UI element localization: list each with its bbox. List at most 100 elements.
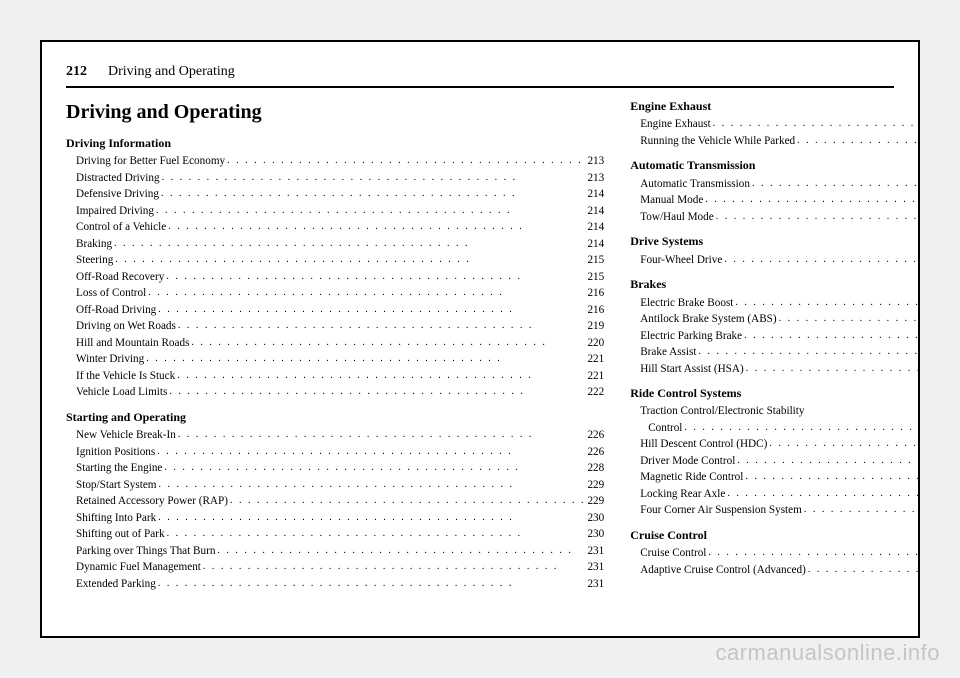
toc-entry: Extended Parking . . . . . . . . . . . .… <box>66 576 604 593</box>
chapter-title: Driving and Operating <box>66 98 604 127</box>
toc-dot-leader: . . . . . . . . . . . . . . . . . . . . … <box>705 193 920 208</box>
toc-section-head: Ride Control Systems <box>630 385 920 402</box>
toc-entry-page: 213 <box>587 170 604 186</box>
toc-entry-label: Tow/Haul Mode <box>640 209 713 225</box>
toc-dot-leader: . . . . . . . . . . . . . . . . . . . . … <box>713 117 920 132</box>
toc-entry-label: Vehicle Load Limits <box>76 384 167 400</box>
toc-entry-label: Shifting Into Park <box>76 510 156 526</box>
toc-entry: Control . . . . . . . . . . . . . . . . … <box>630 420 920 437</box>
toc-entry-page: 214 <box>587 236 604 252</box>
toc-entry-label: Starting the Engine <box>76 460 162 476</box>
toc-entry: Loss of Control . . . . . . . . . . . . … <box>66 285 604 302</box>
toc-entry: Impaired Driving . . . . . . . . . . . .… <box>66 203 604 220</box>
toc-entry-page: 214 <box>587 219 604 235</box>
toc-dot-leader: . . . . . . . . . . . . . . . . . . . . … <box>158 303 585 318</box>
toc-dot-leader: . . . . . . . . . . . . . . . . . . . . … <box>684 421 920 436</box>
toc-entry: Manual Mode . . . . . . . . . . . . . . … <box>630 192 920 209</box>
toc-entry-page: 231 <box>587 576 604 592</box>
toc-dot-leader: . . . . . . . . . . . . . . . . . . . . … <box>217 544 585 559</box>
toc-entry: Cruise Control . . . . . . . . . . . . .… <box>630 545 920 562</box>
toc-dot-leader: . . . . . . . . . . . . . . . . . . . . … <box>162 171 586 186</box>
toc-section-head: Cruise Control <box>630 527 920 544</box>
toc-entry-label: Hill Start Assist (HSA) <box>640 361 744 377</box>
toc-dot-leader: . . . . . . . . . . . . . . . . . . . . … <box>203 560 586 575</box>
toc-entry-page: 226 <box>587 444 604 460</box>
toc-dot-leader: . . . . . . . . . . . . . . . . . . . . … <box>146 352 585 367</box>
toc-entry: Dynamic Fuel Management . . . . . . . . … <box>66 559 604 576</box>
toc-dot-leader: . . . . . . . . . . . . . . . . . . . . … <box>114 237 585 252</box>
page-number: 212 <box>66 64 87 79</box>
toc-entry-label: Distracted Driving <box>76 170 160 186</box>
toc-section-head: Starting and Operating <box>66 409 604 426</box>
toc-dot-leader: . . . . . . . . . . . . . . . . . . . . … <box>177 369 585 384</box>
toc-dot-leader: . . . . . . . . . . . . . . . . . . . . … <box>148 286 585 301</box>
toc-entry-page: 230 <box>587 526 604 542</box>
toc-entry-page: 221 <box>587 368 604 384</box>
toc-dot-leader: . . . . . . . . . . . . . . . . . . . . … <box>161 187 585 202</box>
toc-entry-page: 228 <box>587 460 604 476</box>
toc-dot-leader: . . . . . . . . . . . . . . . . . . . . … <box>167 527 586 542</box>
toc-entry-label: Retained Accessory Power (RAP) <box>76 493 228 509</box>
toc-entry: Driving on Wet Roads . . . . . . . . . .… <box>66 318 604 335</box>
toc-entry-page: 215 <box>587 252 604 268</box>
toc-section-head: Brakes <box>630 276 920 293</box>
toc-entry: Stop/Start System . . . . . . . . . . . … <box>66 477 604 494</box>
toc-dot-leader: . . . . . . . . . . . . . . . . . . . . … <box>158 511 585 526</box>
toc-section-head: Driving Information <box>66 135 604 152</box>
toc-entry: Distracted Driving . . . . . . . . . . .… <box>66 170 604 187</box>
toc-entry: Antilock Brake System (ABS) . . . . . . … <box>630 311 920 328</box>
toc-dot-leader: . . . . . . . . . . . . . . . . . . . . … <box>191 336 585 351</box>
toc-entry-label: Engine Exhaust <box>640 116 711 132</box>
toc-entry-page: 216 <box>587 302 604 318</box>
toc-entry: Driver Mode Control . . . . . . . . . . … <box>630 453 920 470</box>
toc-columns: Driving and Operating Driving Information… <box>66 98 894 597</box>
toc-dot-leader: . . . . . . . . . . . . . . . . . . . . … <box>735 296 920 311</box>
toc-entry-label: Adaptive Cruise Control (Advanced) <box>640 562 806 578</box>
toc-entry-label: Control <box>648 420 682 436</box>
toc-section-head: Automatic Transmission <box>630 157 920 174</box>
toc-entry-page: 216 <box>587 285 604 301</box>
toc-entry: Adaptive Cruise Control (Advanced) . . .… <box>630 562 920 579</box>
manual-page: 212 Driving and Operating Driving and Op… <box>40 40 920 638</box>
toc-entry: Running the Vehicle While Parked . . . .… <box>630 133 920 150</box>
toc-entry-label: Extended Parking <box>76 576 156 592</box>
toc-entry: Tow/Haul Mode . . . . . . . . . . . . . … <box>630 209 920 226</box>
toc-entry-label: Dynamic Fuel Management <box>76 559 201 575</box>
toc-section-head: Engine Exhaust <box>630 98 920 115</box>
toc-dot-leader: . . . . . . . . . . . . . . . . . . . . … <box>716 210 920 225</box>
toc-dot-leader: . . . . . . . . . . . . . . . . . . . . … <box>230 494 586 509</box>
header-section-name: Driving and Operating <box>108 64 235 79</box>
toc-entry: Four-Wheel Drive . . . . . . . . . . . .… <box>630 252 920 269</box>
toc-entry: Hill and Mountain Roads . . . . . . . . … <box>66 335 604 352</box>
toc-entry-page: 220 <box>587 335 604 351</box>
toc-dot-leader: . . . . . . . . . . . . . . . . . . . . … <box>804 503 920 518</box>
toc-entry: New Vehicle Break-In . . . . . . . . . .… <box>66 427 604 444</box>
toc-entry-page: 229 <box>587 493 604 509</box>
toc-dot-leader: . . . . . . . . . . . . . . . . . . . . … <box>808 563 920 578</box>
toc-entry-label: Magnetic Ride Control <box>640 469 743 485</box>
toc-dot-leader: . . . . . . . . . . . . . . . . . . . . … <box>158 577 586 592</box>
page-number-block: 212 Driving and Operating <box>66 64 235 79</box>
toc-column-1: Driving and Operating Driving Information… <box>66 98 604 597</box>
toc-entry-label: Automatic Transmission <box>640 176 750 192</box>
toc-dot-leader: . . . . . . . . . . . . . . . . . . . . … <box>745 470 920 485</box>
toc-entry: Winter Driving . . . . . . . . . . . . .… <box>66 351 604 368</box>
toc-entry-label: Stop/Start System <box>76 477 157 493</box>
toc-dot-leader: . . . . . . . . . . . . . . . . . . . . … <box>159 478 586 493</box>
toc-entry: Traction Control/Electronic Stability <box>630 403 920 419</box>
toc-entry: Shifting Into Park . . . . . . . . . . .… <box>66 510 604 527</box>
toc-entry-label: Cruise Control <box>640 545 706 561</box>
toc-entry-label: Traction Control/Electronic Stability <box>640 403 804 419</box>
toc-entry-label: Electric Brake Boost <box>640 295 733 311</box>
toc-entry-label: Hill Descent Control (HDC) <box>640 436 767 452</box>
toc-entry-label: Running the Vehicle While Parked <box>640 133 795 149</box>
toc-entry-page: 226 <box>587 427 604 443</box>
toc-entry: Magnetic Ride Control . . . . . . . . . … <box>630 469 920 486</box>
toc-entry-page: 231 <box>587 543 604 559</box>
toc-dot-leader: . . . . . . . . . . . . . . . . . . . . … <box>168 220 585 235</box>
toc-entry: Steering . . . . . . . . . . . . . . . .… <box>66 252 604 269</box>
toc-entry: Defensive Driving . . . . . . . . . . . … <box>66 186 604 203</box>
toc-entry: Starting the Engine . . . . . . . . . . … <box>66 460 604 477</box>
toc-dot-leader: . . . . . . . . . . . . . . . . . . . . … <box>178 319 586 334</box>
toc-entry-label: Electric Parking Brake <box>640 328 742 344</box>
